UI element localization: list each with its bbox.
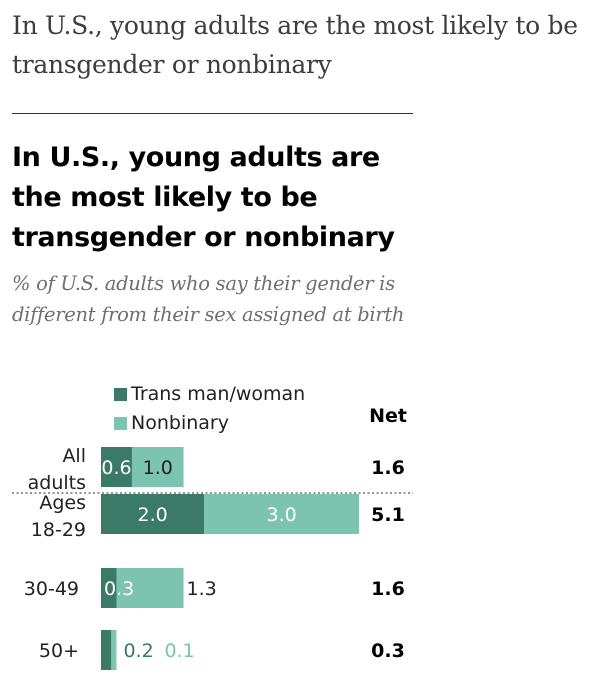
category-label-line2: 18-29	[31, 519, 86, 541]
page-heading: In U.S., young adults are the most likel…	[12, 11, 578, 79]
category-label-line1: All	[62, 445, 86, 467]
stacked-bar-chart: Trans man/woman Nonbinary Net All adults 0.6 1…	[12, 383, 413, 670]
value-label: 0.1	[164, 640, 194, 662]
bar-nonbinary	[204, 494, 359, 534]
value-label: 1.0	[143, 457, 173, 479]
category-label-line1: Ages	[39, 492, 86, 514]
legend-label-1: Trans man/woman	[130, 383, 305, 405]
chart-title: In U.S., young adults are the most likel…	[12, 142, 395, 253]
category-label: 50+	[39, 640, 79, 662]
bar-trans	[101, 494, 205, 534]
net-value: 1.6	[371, 457, 405, 479]
value-label: 0.2	[123, 640, 153, 662]
net-value: 1.6	[371, 578, 405, 600]
category-label: 30-49	[24, 578, 79, 600]
value-label: 2.0	[137, 504, 167, 526]
bar-trans	[101, 447, 132, 487]
legend-swatch-1	[114, 388, 127, 401]
heading-divider	[12, 113, 413, 114]
value-label: 0.3	[104, 578, 134, 600]
bar-trans	[101, 568, 117, 608]
net-value: 0.3	[371, 640, 405, 662]
category-label-line2: adults	[28, 472, 86, 494]
legend-label-2: Nonbinary	[131, 412, 229, 434]
chart-subtitle: % of U.S. adults who say their gender is…	[12, 272, 405, 326]
legend-swatch-2	[114, 417, 127, 430]
bar-trans	[101, 630, 112, 670]
net-header: Net	[369, 405, 407, 427]
net-value: 5.1	[371, 504, 405, 526]
value-label: 0.6	[101, 457, 131, 479]
value-label: 3.0	[266, 504, 296, 526]
bar-nonbinary	[116, 568, 184, 608]
bar-nonbinary	[131, 447, 184, 487]
bar-nonbinary	[111, 630, 117, 670]
value-label: 1.3	[187, 578, 217, 600]
